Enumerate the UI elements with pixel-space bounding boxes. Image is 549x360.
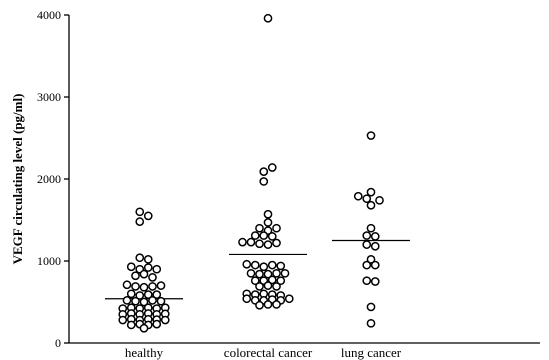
data-point bbox=[255, 300, 264, 310]
data-point bbox=[362, 260, 372, 270]
data-point bbox=[284, 294, 294, 304]
y-tick-label: 2000 bbox=[37, 172, 61, 186]
data-point bbox=[126, 289, 136, 299]
data-point bbox=[353, 191, 363, 201]
data-point bbox=[280, 268, 290, 278]
data-point bbox=[263, 240, 273, 249]
data-point bbox=[259, 262, 269, 272]
data-point bbox=[156, 281, 166, 290]
data-point bbox=[143, 211, 153, 221]
data-point bbox=[131, 271, 140, 281]
data-point bbox=[139, 323, 149, 333]
data-point bbox=[135, 253, 145, 263]
data-point bbox=[366, 200, 376, 210]
data-point bbox=[362, 194, 372, 204]
data-point bbox=[126, 320, 136, 330]
data-point bbox=[122, 296, 132, 305]
data-point bbox=[160, 315, 170, 325]
data-point bbox=[263, 209, 273, 219]
data-point bbox=[263, 300, 273, 309]
data-point bbox=[362, 231, 372, 240]
data-point bbox=[139, 297, 149, 307]
data-point bbox=[255, 269, 264, 279]
data-point bbox=[238, 237, 247, 247]
data-point bbox=[259, 167, 269, 176]
data-point bbox=[139, 282, 149, 292]
data-point bbox=[143, 263, 153, 272]
data-point bbox=[272, 268, 281, 278]
data-point bbox=[246, 237, 256, 247]
data-point bbox=[250, 260, 260, 270]
data-point bbox=[366, 131, 376, 140]
data-point bbox=[152, 319, 162, 329]
y-axis-title: VEGF circulating level (pg/ml) bbox=[10, 94, 25, 265]
data-point bbox=[272, 223, 281, 233]
y-tick-label: 4000 bbox=[37, 8, 61, 22]
data-point bbox=[148, 273, 157, 282]
data-point bbox=[152, 264, 162, 274]
x-category-label: healthy bbox=[125, 345, 164, 360]
data-point bbox=[366, 187, 376, 197]
data-point bbox=[156, 296, 166, 306]
data-point bbox=[259, 231, 269, 240]
data-point bbox=[255, 223, 264, 233]
y-tick-label: 1000 bbox=[37, 254, 61, 268]
data-point bbox=[135, 291, 145, 300]
x-category-labels: healthy colorectal cancer lung cancer bbox=[125, 345, 402, 360]
data-point bbox=[267, 260, 277, 270]
data-point bbox=[255, 282, 264, 291]
data-point bbox=[366, 318, 376, 328]
data-point bbox=[263, 269, 273, 279]
data-point bbox=[267, 232, 277, 241]
y-ticks: 0 1000 2000 3000 4000 bbox=[37, 8, 69, 350]
data-point bbox=[148, 282, 157, 291]
data-point bbox=[267, 163, 277, 172]
data-point bbox=[246, 268, 256, 278]
data-point bbox=[375, 195, 384, 205]
data-point bbox=[242, 259, 252, 269]
data-point bbox=[135, 207, 145, 217]
data-point bbox=[370, 232, 380, 241]
data-point bbox=[135, 217, 145, 226]
data-point bbox=[131, 282, 140, 291]
data-point bbox=[259, 177, 269, 186]
x-category-label: lung cancer bbox=[341, 345, 402, 360]
data-point bbox=[143, 255, 153, 264]
data-point bbox=[362, 276, 372, 286]
data-point bbox=[139, 269, 149, 279]
data-point bbox=[263, 13, 273, 23]
y-tick-label: 3000 bbox=[37, 90, 61, 104]
data-point bbox=[148, 296, 157, 305]
data-point bbox=[263, 281, 273, 290]
data-point bbox=[276, 276, 286, 286]
data-point bbox=[250, 276, 260, 286]
data-point bbox=[267, 275, 277, 285]
data-point bbox=[366, 223, 376, 233]
data-points bbox=[118, 13, 384, 333]
data-point bbox=[242, 294, 252, 304]
data-point bbox=[370, 241, 380, 251]
data-point bbox=[122, 280, 132, 290]
data-point bbox=[118, 315, 128, 325]
data-point bbox=[143, 290, 153, 299]
y-tick-label: 0 bbox=[55, 336, 61, 350]
data-point bbox=[131, 296, 140, 306]
data-point bbox=[366, 302, 376, 312]
data-point bbox=[370, 277, 380, 286]
data-point bbox=[370, 260, 380, 270]
data-point bbox=[366, 255, 376, 264]
data-point bbox=[263, 218, 273, 227]
data-point bbox=[272, 282, 281, 291]
data-point bbox=[250, 231, 260, 240]
data-point bbox=[272, 300, 281, 309]
data-point bbox=[272, 238, 281, 248]
data-point bbox=[276, 261, 286, 271]
data-point bbox=[152, 290, 162, 299]
data-point bbox=[255, 239, 264, 249]
data-point bbox=[126, 262, 136, 272]
data-point bbox=[362, 240, 372, 249]
x-category-label: colorectal cancer bbox=[224, 345, 313, 360]
